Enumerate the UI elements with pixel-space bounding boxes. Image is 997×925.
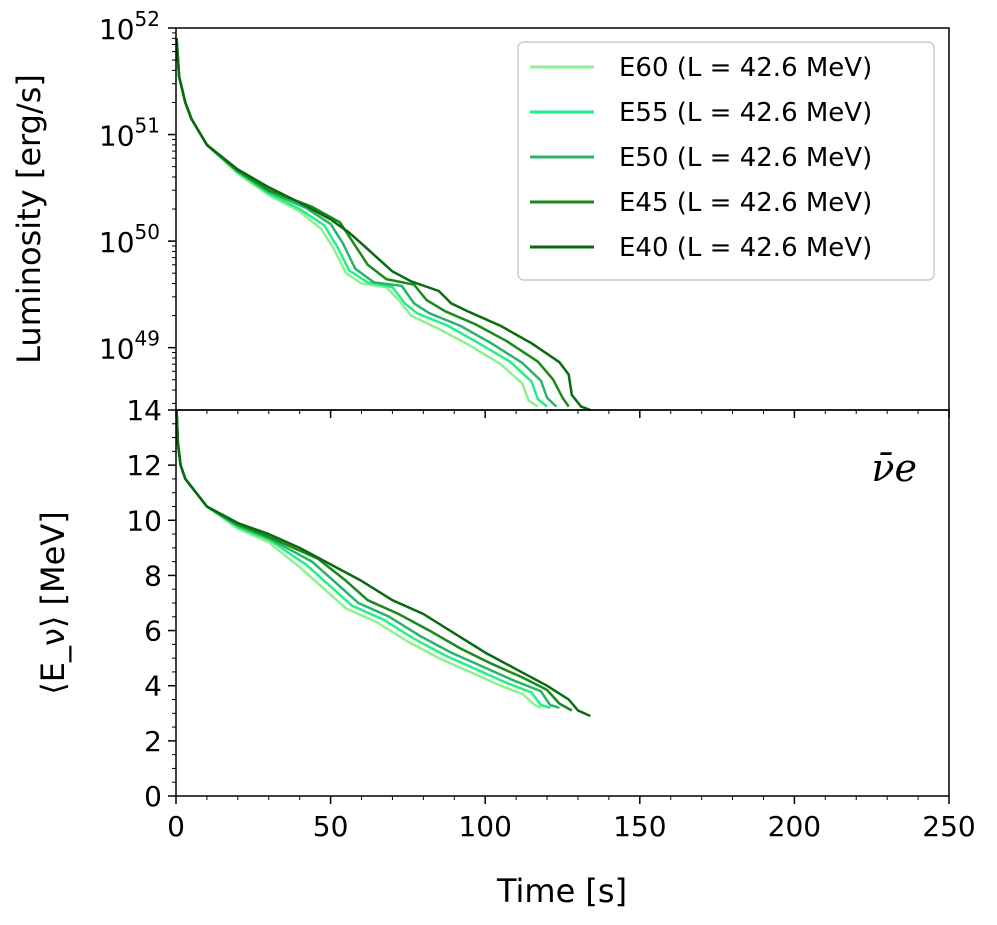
mean-energy-series-line-4	[175, 409, 573, 712]
luminosity-y-tick-label: 1051	[99, 114, 160, 153]
mean-energy-y-tick-label: 6	[144, 615, 162, 648]
mean-energy-axes-frame	[175, 409, 950, 797]
luminosity-series-line-2	[175, 38, 548, 408]
mean-energy-lines	[175, 409, 591, 718]
luminosity-y-tick-label: 1052	[99, 7, 160, 46]
mean-energy-y-axis-label: ⟨E_ν⟩ [MeV]	[34, 511, 72, 694]
mean-energy-y-tick-label: 0	[144, 780, 162, 813]
legend-frame	[517, 41, 935, 281]
mean-energy-series-line-1	[175, 409, 542, 709]
luminosity-y-axis-label: Luminosity [erg/s]	[10, 74, 48, 364]
luminosity-series-line-4	[175, 38, 570, 408]
legend-entry-label: E45 (L = 42.6 MeV)	[619, 188, 872, 218]
x-tick-label: 0	[167, 810, 185, 843]
luminosity-series-line-1	[175, 38, 539, 408]
x-tick-label: 100	[458, 810, 511, 843]
x-axis-label: Time [s]	[496, 872, 627, 910]
luminosity-series-line-5	[175, 38, 591, 412]
luminosity-ticks: 1052 1051 1050 1049	[99, 7, 950, 418]
luminosity-series-line-3	[175, 38, 558, 408]
neutrino-species-annotation: ν̄e	[871, 446, 917, 490]
x-tick-label: 150	[613, 810, 666, 843]
mean-energy-y-tick-label: 4	[144, 670, 162, 703]
x-tick-label: 200	[768, 810, 821, 843]
mean-energy-y-tick-label: 12	[126, 449, 162, 482]
mean-energy-series-line-2	[175, 409, 551, 709]
luminosity-y-tick-label: 1049	[99, 327, 160, 366]
legend-entry-label: E50 (L = 42.6 MeV)	[619, 143, 872, 173]
luminosity-panel: 1052 1051 1050 1049 Luminosity [erg/s] E60 …	[10, 7, 950, 418]
mean-energy-ticks: 0 2 4 6 8 10 12 14 0 50 100 150 200 250	[126, 394, 975, 843]
mean-energy-panel: 0 2 4 6 8 10 12 14 0 50 100 150 200 250 ⟨E_ν⟩ [MeV] T…	[34, 394, 976, 910]
x-tick-label: 50	[313, 810, 349, 843]
legend-entry-label: E60 (L = 42.6 MeV)	[619, 53, 872, 83]
x-tick-label: 250	[922, 810, 975, 843]
mean-energy-y-tick-label: 14	[126, 394, 162, 427]
mean-energy-series-line-3	[175, 409, 560, 709]
luminosity-lines	[175, 38, 591, 412]
mean-energy-y-tick-label: 8	[144, 559, 162, 592]
luminosity-y-tick-label: 1050	[99, 220, 160, 259]
legend: E60 (L = 42.6 MeV) E55 (L = 42.6 MeV) E50 …	[517, 41, 935, 281]
legend-entry-label: E40 (L = 42.6 MeV)	[619, 233, 872, 263]
mean-energy-y-tick-label: 2	[144, 725, 162, 758]
mean-energy-series-line-5	[175, 409, 591, 718]
mean-energy-y-tick-label: 10	[126, 504, 162, 537]
legend-entry-label: E55 (L = 42.6 MeV)	[619, 98, 872, 128]
